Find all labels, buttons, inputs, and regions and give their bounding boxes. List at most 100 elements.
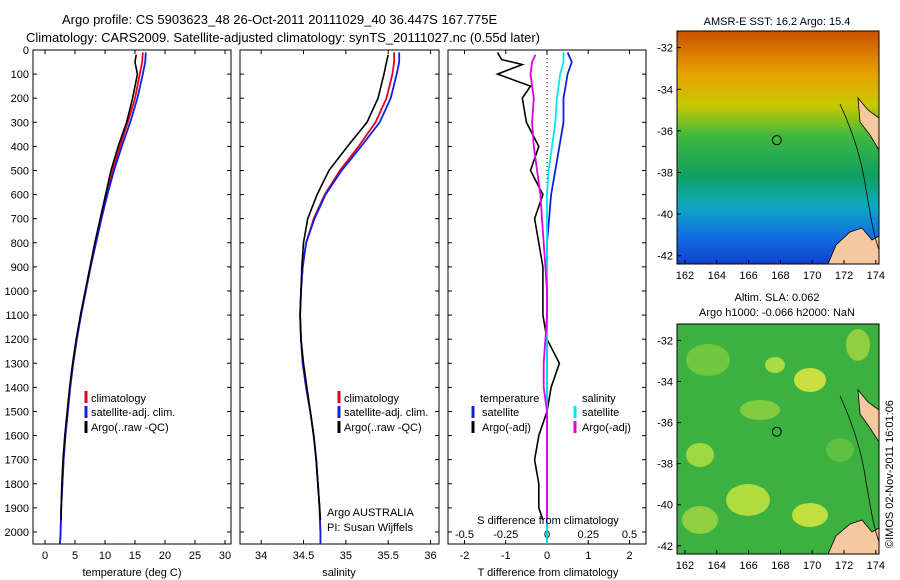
x-tick-label: 25 xyxy=(189,550,201,562)
sla-map-panel: Altim. SLA: 0.062 Argo h1000: -0.066 h20… xyxy=(657,292,885,572)
lon-tick-label: 162 xyxy=(676,270,694,282)
legend-title-salinity: salinity xyxy=(582,393,616,405)
x-tick-label: 35 xyxy=(340,550,352,562)
depth-tick-label: 900 xyxy=(11,262,29,274)
sst-land xyxy=(857,96,879,151)
lon-tick-label: 166 xyxy=(739,270,757,282)
lat-tick-label: -32 xyxy=(657,43,673,55)
lon-tick-label: 172 xyxy=(835,560,853,572)
s-tick-label: 0.25 xyxy=(578,529,599,541)
lat-tick-label: -32 xyxy=(657,335,673,347)
depth-tick-label: 1300 xyxy=(5,358,29,370)
float-operator-annotation: Argo AUSTRALIA xyxy=(327,507,414,519)
temperature-legend: climatology satellite-adj. clim. Argo(..… xyxy=(84,391,175,434)
sla-land-south xyxy=(827,519,879,554)
legend-label-climatology: climatology xyxy=(344,393,400,405)
x-tick-label: 10 xyxy=(99,550,111,562)
depth-tick-label: 600 xyxy=(11,190,29,202)
lon-tick-label: 168 xyxy=(771,560,789,572)
x-tick-label: 0 xyxy=(544,550,550,562)
salinity-axes xyxy=(239,49,440,545)
depth-tick-label: 2000 xyxy=(5,527,29,539)
x-tick-label: 15 xyxy=(129,550,141,562)
salinity-xlabel: salinity xyxy=(322,567,356,579)
legend-label-s-satellite: satellite xyxy=(582,407,619,419)
x-tick-label: 36 xyxy=(424,550,436,562)
series-argo-raw-qc--line xyxy=(299,54,389,520)
lat-tick-label: -34 xyxy=(657,84,673,96)
s-difference-label: S difference from climatology xyxy=(477,515,619,527)
x-tick-label: 2 xyxy=(626,550,632,562)
x-tick-label: 30 xyxy=(219,550,231,562)
x-tick-label: 1 xyxy=(585,550,591,562)
lat-tick-label: -40 xyxy=(657,209,673,221)
sla-field xyxy=(677,324,879,554)
sst-land-south xyxy=(827,227,879,264)
lon-tick-label: 174 xyxy=(867,270,885,282)
salinity-x-axis: 34 34.5 35 35.5 36 xyxy=(255,50,437,562)
x-tick-label: -1 xyxy=(501,550,511,562)
lon-tick-label: 164 xyxy=(708,270,726,282)
series-argo-adj--line xyxy=(495,52,561,521)
lon-tick-label: 162 xyxy=(676,560,694,572)
lon-tick-label: 170 xyxy=(803,270,821,282)
sst-map-title: AMSR-E SST: 16.2 Argo: 15.4 xyxy=(704,16,851,28)
figure-title-line1: Argo profile: CS 5903623_48 26-Oct-2011 … xyxy=(62,12,497,27)
lat-tick-label: -36 xyxy=(657,418,673,430)
figure-title-line2: Climatology: CARS2009. Satellite-adjuste… xyxy=(26,30,540,45)
sst-field xyxy=(677,31,879,264)
difference-depth-ticks xyxy=(448,49,646,533)
x-tick-label: 20 xyxy=(159,550,171,562)
sst-map-axes: 162 164 166 168 170 172 174 -32 -34 -36 -38 -40 -42 xyxy=(657,43,885,282)
x-tick-label: 34 xyxy=(255,550,267,562)
depth-tick-label: 1100 xyxy=(5,310,29,322)
sst-map-frame xyxy=(676,30,880,265)
legend-label-argo: Argo(..raw -QC) xyxy=(344,422,422,434)
legend-label-s-argo: Argo(-adj) xyxy=(582,422,631,434)
sla-map-axes: 162 164 166 168 170 172 174 -32 -34 -36 -38 -40 -42 xyxy=(657,335,885,572)
s-tick-label: -0.5 xyxy=(455,529,474,541)
series-argo-raw-qc--line xyxy=(60,54,139,520)
sla-map-title-line1: Altim. SLA: 0.062 xyxy=(735,292,820,304)
sst-coastline-contour xyxy=(839,103,879,251)
lon-tick-label: 170 xyxy=(803,560,821,572)
lon-tick-label: 174 xyxy=(867,560,885,572)
lat-tick-label: -38 xyxy=(657,459,673,471)
temperature-series xyxy=(59,52,147,545)
depth-tick-label: 1600 xyxy=(5,431,29,443)
lat-tick-label: -40 xyxy=(657,500,673,512)
depth-tick-label: 700 xyxy=(11,214,29,226)
depth-tick-label: 400 xyxy=(11,141,29,153)
s-difference-x-axis: -0.5-0.2500.250.5 xyxy=(455,50,637,544)
s-tick-label: -0.25 xyxy=(493,529,518,541)
lon-tick-label: 172 xyxy=(835,270,853,282)
s-tick-label: 0.5 xyxy=(622,529,637,541)
legend-label-argo: Argo(..raw -QC) xyxy=(91,422,169,434)
legend-label-climatology: climatology xyxy=(91,393,147,405)
depth-tick-label: 1000 xyxy=(5,286,29,298)
depth-tick-label: 1700 xyxy=(5,455,29,467)
salinity-depth-ticks xyxy=(240,49,439,533)
temperature-xlabel: temperature (deg C) xyxy=(82,567,181,579)
series-argo-adj--line xyxy=(529,54,548,520)
sst-map-panel: AMSR-E SST: 16.2 Argo: 15.4 162 164 166 168… xyxy=(657,16,885,282)
depth-tick-label: 1800 xyxy=(5,479,29,491)
imos-credit: ©IMOS 02-Nov-2011 16:01:06 xyxy=(884,400,896,548)
legend-title-temperature: temperature xyxy=(480,393,539,405)
salinity-series xyxy=(299,52,401,544)
depth-tick-label: 200 xyxy=(11,93,29,105)
salinity-panel: 34 34.5 35 35.5 36 climatology satellite-adj… xyxy=(239,49,440,579)
depth-tick-label: 100 xyxy=(11,69,29,81)
depth-tick-label: 0 xyxy=(23,45,29,57)
temperature-panel: 0100200300400500600700800900100011001200… xyxy=(5,45,232,579)
x-tick-label: 35.5 xyxy=(377,550,398,562)
depth-tick-label: 1400 xyxy=(5,382,29,394)
depth-tick-label: 500 xyxy=(11,165,29,177)
lon-tick-label: 168 xyxy=(771,270,789,282)
t-difference-xlabel: T difference from climatology xyxy=(478,567,619,579)
lat-tick-label: -34 xyxy=(657,377,673,389)
pi-annotation: PI: Susan Wijffels xyxy=(327,522,413,534)
sla-land xyxy=(857,388,879,443)
salinity-legend: climatology satellite-adj. clim. Argo(..… xyxy=(337,391,428,434)
